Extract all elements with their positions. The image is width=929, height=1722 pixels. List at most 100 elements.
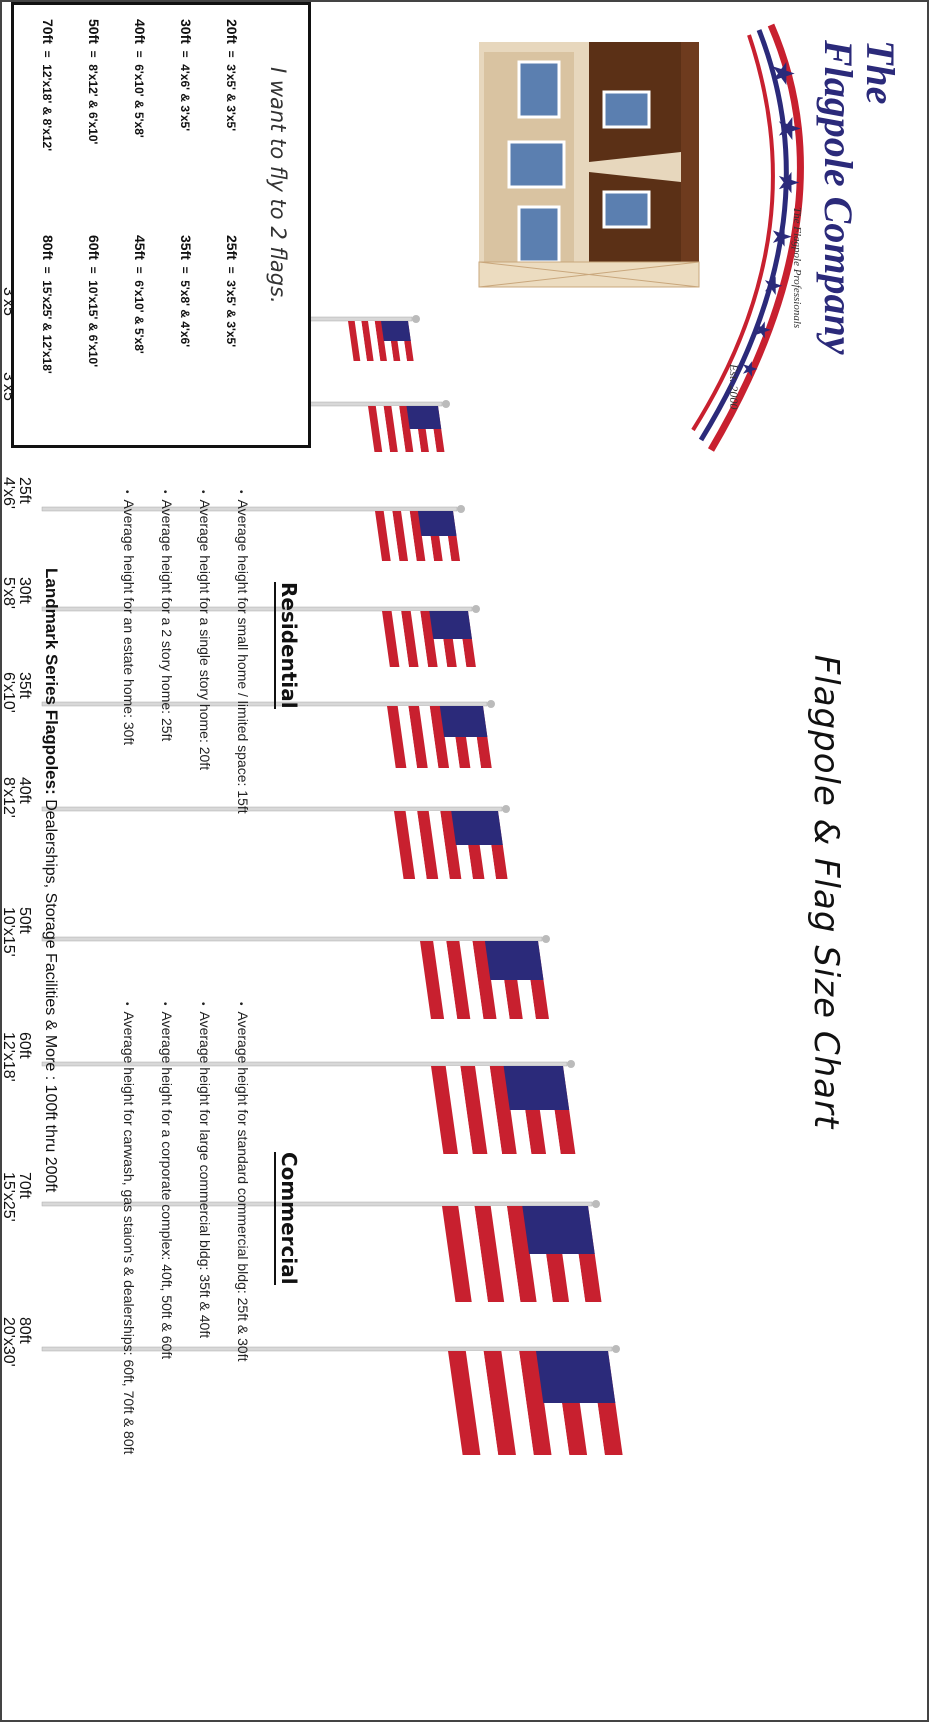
flag-size: 15'x25': [0, 1172, 17, 1222]
two-flags-height: 20ft: [224, 19, 240, 44]
equals-sign: =: [86, 43, 100, 65]
bullet-text: Average height for large commercial bldg…: [197, 1011, 213, 1339]
bullet-text: Average height for a single story home: …: [197, 499, 213, 771]
flagpole-30ft: 30ft 5'x8': [2, 577, 927, 713]
flag-size: 6'x10': [0, 672, 17, 713]
two-flags-sizes: 6'x10' & 5'x8': [132, 64, 146, 138]
bullet-icon: •: [159, 490, 170, 494]
equals-sign: =: [40, 259, 54, 281]
pole-label: 30ft 5'x8': [0, 577, 33, 637]
bullet-item: • Average height for a single story home:…: [197, 490, 213, 770]
pole-height: 40ft: [16, 777, 33, 804]
svg-text:★: ★: [765, 60, 800, 87]
two-flags-entry-80ft: 80ft = 15'x25' & 12'x18': [40, 235, 56, 374]
flagpole-graphic: [41, 1060, 576, 1154]
two-flags-sizes: 5'x8' & 4'x6': [178, 280, 192, 348]
flagpole-graphic: [41, 1200, 602, 1302]
two-flags-entry-25ft: 25ft = 3'x5' & 3'x5': [224, 235, 240, 347]
two-flags-sizes: 6'x10' & 5'x8': [132, 280, 146, 354]
bullet-item: • Average height for an estate home: 30ft: [121, 490, 137, 745]
pole-height: 25ft: [16, 477, 33, 504]
bullet-text: Average height for an estate home: 30ft: [121, 499, 137, 746]
equals-sign: =: [132, 43, 146, 65]
flagpole-35ft: 35ft 6'x10': [2, 672, 927, 814]
svg-text:★: ★: [766, 225, 796, 248]
bullet-text: Average height for standard commercial b…: [235, 1011, 251, 1362]
two-flags-height: 45ft: [132, 235, 148, 260]
pole-label: 70ft 15'x25': [0, 1172, 33, 1232]
bullet-icon: •: [121, 1002, 132, 1006]
two-flags-entry-70ft: 70ft = 12'x18' & 8'x12': [40, 19, 56, 151]
flagpole-graphic: [41, 700, 495, 768]
two-flags-height: 70ft: [40, 19, 56, 44]
pole-label: 60ft 12'x18': [2, 1032, 33, 1092]
two-flags-height: 35ft: [178, 235, 194, 260]
pole-height: 50ft: [16, 907, 33, 934]
landmark-series-note: Landmark Series Flagpoles: Dealerships, …: [41, 568, 61, 1192]
flagpole-50ft: 50ft 10'x15': [2, 907, 927, 1065]
pole-label: 35ft 6'x10': [0, 672, 33, 732]
pole-height: 60ft: [16, 1032, 33, 1059]
equals-sign: =: [40, 43, 54, 65]
two-flags-sizes: 3'x5' & 3'x5': [224, 280, 238, 348]
svg-text:★: ★: [738, 360, 762, 378]
flag-size: 5'x8': [0, 577, 17, 609]
commercial-heading: Commercial: [274, 1152, 301, 1285]
flagpole-graphic: [41, 1345, 623, 1455]
two-flags-height: 30ft: [178, 19, 194, 44]
star-icon-group: ★ ★ ★ ★ ★ ★ ★: [738, 60, 806, 378]
pole-height: 30ft: [16, 577, 33, 604]
flag-size: 4'x6': [0, 477, 17, 509]
flagpole-70ft: 70ft 15'x25': [2, 1172, 927, 1348]
two-flags-sizes: 10'x15' & 6'x10': [86, 280, 100, 368]
bullet-text: Average height for small home / limited …: [235, 499, 251, 814]
bullet-icon: •: [197, 490, 208, 494]
bullet-icon: •: [121, 490, 132, 494]
flagpole-25ft: 25ft 4'x6': [2, 477, 927, 607]
two-flags-height: 60ft: [86, 235, 102, 260]
bullet-item: • Average height for carwash, gas staion'…: [121, 1002, 137, 1454]
two-flags-height: 80ft: [40, 235, 56, 260]
bullet-icon: •: [235, 490, 246, 494]
bullet-item: • Average height for a corporate complex:…: [159, 1002, 175, 1359]
flag-size: 8'x12': [0, 777, 17, 818]
bullet-item: • Average height for large commercial bld…: [197, 1002, 213, 1338]
flagpole-40ft: 40ft 8'x12': [2, 777, 927, 925]
flag-size: 20'x30': [0, 1317, 17, 1367]
two-flags-entry-30ft: 30ft = 4'x6' & 3'x5': [178, 19, 194, 131]
equals-sign: =: [178, 43, 192, 65]
bullet-icon: •: [235, 1002, 246, 1006]
pole-label: 25ft 4'x6': [0, 477, 33, 537]
flagpole-60ft: 60ft 12'x18': [2, 1032, 927, 1200]
landmark-label: Landmark Series Flagpoles:: [42, 568, 61, 795]
flagpole-graphic: [41, 805, 510, 879]
two-flags-box: I want to fly to 2 flags. 20ft = 3'x5' &…: [11, 2, 311, 448]
pole-label: 80ft 20'x30': [0, 1317, 33, 1377]
two-flags-heading: I want to fly to 2 flags.: [266, 67, 290, 304]
bullet-item: • Average height for small home / limited…: [235, 490, 251, 814]
two-flags-height: 25ft: [224, 235, 240, 260]
bullet-text: Average height for carwash, gas staion's…: [121, 1011, 137, 1455]
bullet-icon: •: [197, 1002, 208, 1006]
two-flags-entry-20ft: 20ft = 3'x5' & 3'x5': [224, 19, 240, 131]
two-flags-entry-40ft: 40ft = 6'x10' & 5'x8': [132, 19, 148, 138]
svg-text:★: ★: [759, 275, 787, 297]
flagpole-80ft: 80ft 20'x30': [2, 1317, 927, 1501]
equals-sign: =: [132, 259, 146, 281]
pole-label: 50ft 10'x15': [2, 907, 33, 967]
flagpole-20ft: 20ft3'x5': [2, 372, 927, 498]
two-flags-sizes: 4'x6' & 3'x5': [178, 64, 192, 132]
residential-heading: Residential: [274, 582, 301, 709]
pole-height: 80ft: [16, 1317, 33, 1344]
two-flags-entry-35ft: 35ft = 5'x8' & 4'x6': [178, 235, 194, 347]
two-flags-sizes: 15'x25' & 12'x18': [40, 280, 54, 374]
two-flags-height: 50ft: [86, 19, 102, 44]
bullet-text: Average height for a corporate complex: …: [159, 1011, 175, 1360]
house-illustration: [478, 42, 700, 288]
bullet-item: • Average height for standard commercial …: [235, 1002, 251, 1361]
pole-label: 40ft 8'x12': [0, 777, 33, 837]
two-flags-entry-50ft: 50ft = 8'x12' & 6'x10': [86, 19, 102, 144]
